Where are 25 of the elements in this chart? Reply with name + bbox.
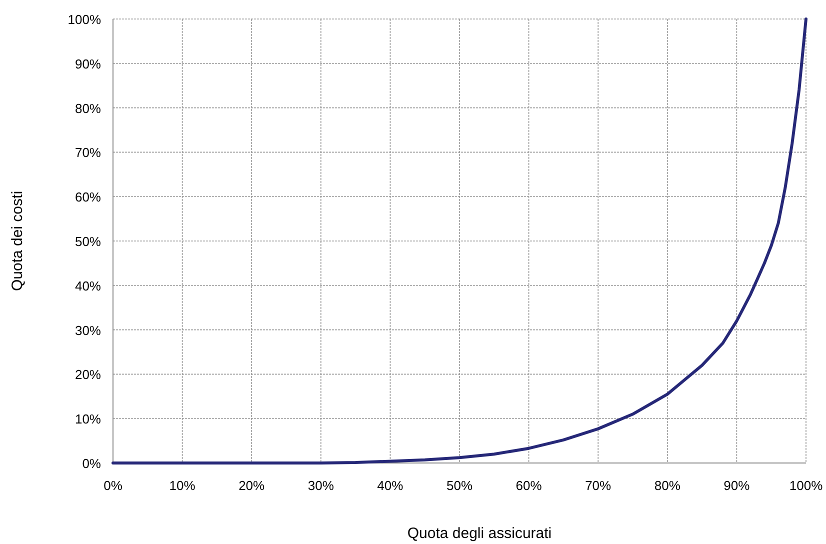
x-tick-label: 70% xyxy=(585,478,612,493)
x-tick-label: 60% xyxy=(516,478,542,493)
line-series xyxy=(112,18,808,464)
x-tick-label: 0% xyxy=(104,478,123,493)
y-tick-label: 90% xyxy=(74,56,102,72)
x-tick-label: 40% xyxy=(377,478,404,493)
x-tick-label: 100% xyxy=(789,478,824,493)
y-tick-label: 20% xyxy=(74,367,102,382)
x-axis-title: Quota degli assicurati xyxy=(407,525,552,542)
y-tick-label: 0% xyxy=(82,456,102,471)
y-tick-label: 30% xyxy=(74,322,102,338)
y-tick-label: 100% xyxy=(68,12,102,27)
x-tick-label: 80% xyxy=(654,478,681,493)
y-tick-label: 10% xyxy=(74,412,102,427)
x-tick-label: 30% xyxy=(308,478,334,493)
x-tick-label: 50% xyxy=(446,478,473,493)
y-axis-title: Quota dei costi xyxy=(9,190,26,292)
y-tick-label: 60% xyxy=(74,190,102,205)
x-tick-label: 20% xyxy=(238,478,266,493)
y-tick-label: 80% xyxy=(74,100,102,116)
y-tick-label: 40% xyxy=(74,278,102,294)
x-tick-label: 90% xyxy=(724,478,750,493)
y-tick-label: 70% xyxy=(74,145,102,160)
y-tick-label: 50% xyxy=(74,234,102,249)
x-tick-label: 10% xyxy=(169,478,196,493)
